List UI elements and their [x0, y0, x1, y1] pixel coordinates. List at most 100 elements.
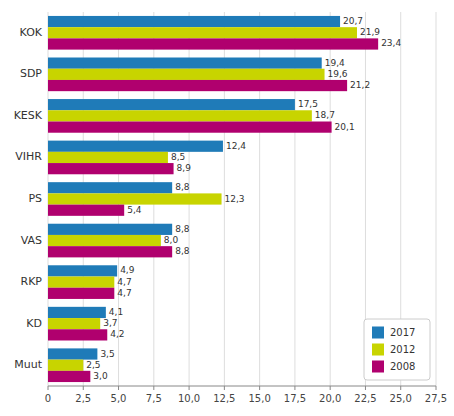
- legend-label: 2012: [390, 344, 415, 355]
- tick-mark: [224, 386, 225, 390]
- axis-line: [48, 386, 436, 387]
- data-label: 4,2: [110, 329, 124, 339]
- bar: [48, 69, 325, 80]
- category-label: KESK: [14, 109, 43, 122]
- bar: [48, 80, 347, 91]
- tick-mark: [365, 386, 366, 390]
- tick-mark: [400, 386, 401, 390]
- bar: [48, 329, 107, 340]
- tick-mark: [330, 386, 331, 390]
- bar: [48, 121, 332, 132]
- bar: [48, 27, 357, 38]
- bar: [48, 360, 83, 371]
- y-axis: KOK SDP KESK VIHR PS VAS RKP KD Muut: [14, 26, 43, 371]
- data-label: 20,7: [343, 16, 363, 26]
- tick-mark: [48, 386, 49, 390]
- data-label: 8,8: [175, 246, 190, 256]
- tick-label: 15,0: [249, 393, 271, 404]
- tick-mark: [189, 386, 190, 390]
- bar: [48, 99, 295, 110]
- bar: [48, 318, 100, 329]
- data-label: 4,1: [109, 307, 123, 317]
- category-label: Muut: [14, 358, 42, 371]
- bar: [48, 277, 114, 288]
- tick-label: 27,5: [425, 393, 447, 404]
- bar: [48, 152, 168, 163]
- tick-label: 2,5: [75, 393, 91, 404]
- bar: [48, 38, 378, 49]
- tick-label: 17,5: [284, 393, 306, 404]
- bar: [48, 224, 172, 235]
- bar: [48, 16, 340, 27]
- bar: [48, 141, 223, 152]
- data-label: 8,5: [171, 152, 185, 162]
- tick-mark: [259, 386, 260, 390]
- data-label: 3,7: [103, 318, 117, 328]
- category-label: VIHR: [15, 150, 42, 163]
- tick-label: 7,5: [146, 393, 162, 404]
- data-label: 12,4: [226, 141, 246, 151]
- data-label: 23,4: [381, 38, 401, 48]
- bar: [48, 110, 312, 121]
- data-label: 8,8: [175, 224, 190, 234]
- category-label: RKP: [21, 275, 43, 288]
- tick-label: 20,0: [319, 393, 341, 404]
- data-label: 21,2: [350, 80, 370, 90]
- data-label: 8,8: [175, 182, 190, 192]
- chart-svg: 02,55,07,510,012,515,017,520,022,525,027…: [0, 0, 454, 416]
- bar: [48, 246, 172, 257]
- x-axis: 02,55,07,510,012,515,017,520,022,525,027…: [45, 386, 447, 404]
- tick-label: 22,5: [354, 393, 376, 404]
- data-label: 8,0: [164, 235, 179, 245]
- tick-mark: [436, 386, 437, 390]
- bar: [48, 58, 322, 69]
- legend-swatch: [372, 361, 384, 373]
- tick-label: 0: [45, 393, 51, 404]
- data-label: 4,7: [117, 288, 131, 298]
- category-label: SDP: [20, 67, 42, 80]
- legend-label: 2017: [390, 327, 415, 338]
- data-label: 3,5: [100, 349, 114, 359]
- bar: [48, 265, 117, 276]
- bars: [48, 16, 378, 382]
- data-label: 17,5: [298, 99, 318, 109]
- tick-label: 10,0: [178, 393, 200, 404]
- tick-mark: [83, 386, 84, 390]
- tick-label: 5,0: [111, 393, 127, 404]
- tick-label: 12,5: [213, 393, 235, 404]
- tick-mark: [118, 386, 119, 390]
- legend-box: [364, 319, 430, 380]
- bar: [48, 193, 222, 204]
- bar: [48, 235, 161, 246]
- data-label: 5,4: [127, 205, 142, 215]
- category-label: KOK: [20, 26, 43, 39]
- data-label: 4,7: [117, 277, 131, 287]
- legend-swatch: [372, 327, 384, 339]
- bar: [48, 182, 172, 193]
- data-label: 18,7: [315, 110, 335, 120]
- chart-container: 02,55,07,510,012,515,017,520,022,525,027…: [0, 0, 454, 416]
- grid-line: [436, 12, 437, 386]
- data-label: 8,9: [177, 163, 192, 173]
- legend-swatch: [372, 344, 384, 356]
- category-label: VAS: [21, 234, 42, 247]
- tick-mark: [153, 386, 154, 390]
- data-label: 19,6: [328, 69, 348, 79]
- bar: [48, 348, 97, 359]
- category-label: KD: [26, 317, 42, 330]
- bar: [48, 163, 174, 174]
- data-label: 20,1: [335, 122, 355, 132]
- category-label: PS: [28, 192, 42, 205]
- legend: 201720122008: [364, 319, 430, 380]
- data-label: 4,9: [120, 265, 135, 275]
- data-label: 2,5: [86, 360, 100, 370]
- data-label: 3,0: [93, 371, 108, 381]
- data-label: 12,3: [225, 194, 245, 204]
- tick-mark: [294, 386, 295, 390]
- bar: [48, 371, 90, 382]
- grid: [48, 12, 436, 386]
- bar: [48, 288, 114, 299]
- bar: [48, 307, 106, 318]
- data-label: 21,9: [360, 27, 380, 37]
- bar: [48, 205, 124, 216]
